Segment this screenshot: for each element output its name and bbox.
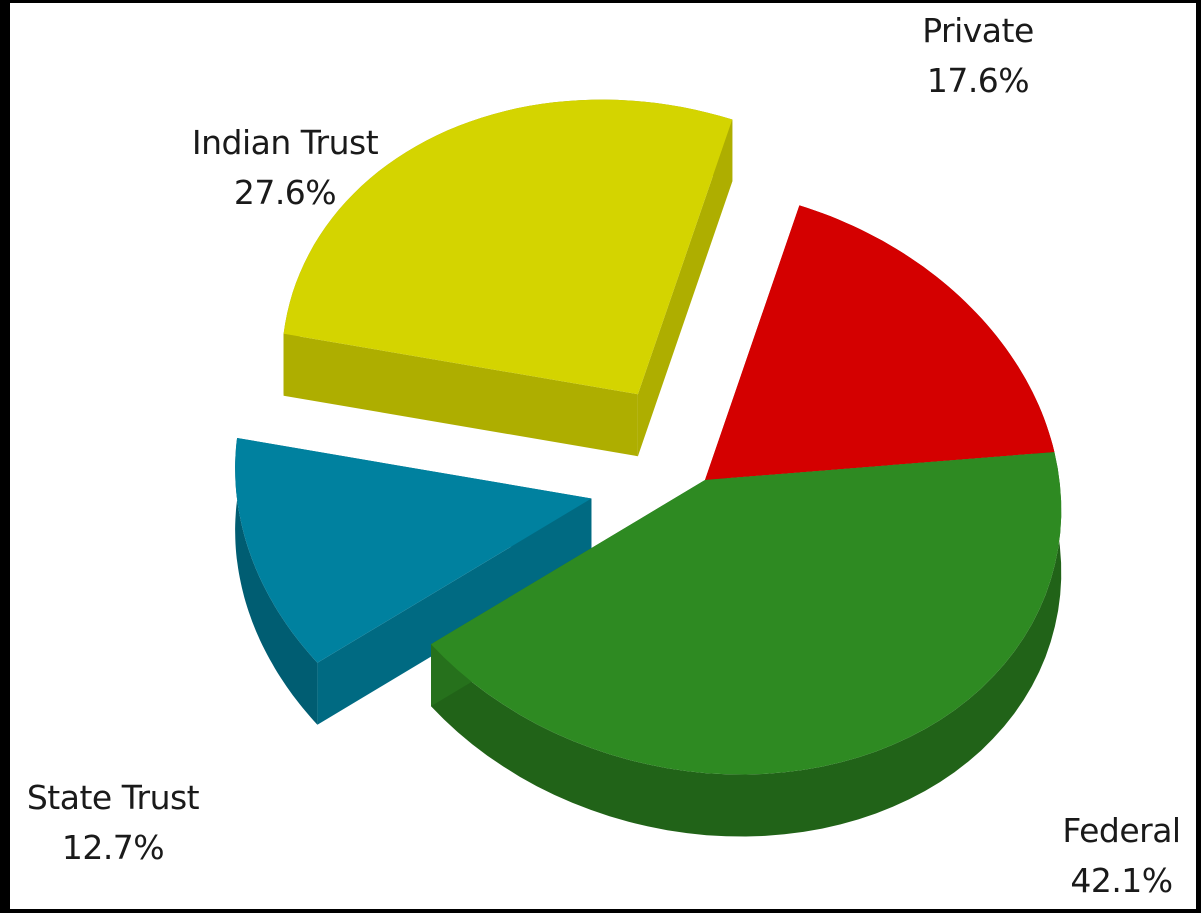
slice-side-state-trust	[235, 438, 318, 725]
slice-label-federal: Federal 42.1%	[1042, 806, 1201, 906]
slice-cut-indian-trust-0	[283, 333, 638, 457]
slice-cut-state-trust-0	[317, 498, 592, 725]
slice-top-state-trust	[235, 438, 592, 663]
slice-label-state-trust: State Trust 12.7%	[0, 773, 226, 873]
slice-top-federal	[431, 452, 1062, 775]
slice-side-federal	[431, 452, 1062, 837]
pie-slice-state-trust	[235, 438, 592, 725]
slice-value-indian-trust: 27.6%	[233, 173, 337, 212]
slice-cut-indian-trust-1	[637, 119, 733, 457]
pie-slice-federal	[431, 452, 1062, 837]
slice-name-private: Private	[922, 11, 1034, 50]
slice-label-indian-trust: Indian Trust 27.6%	[160, 118, 410, 218]
pie-slice-indian-trust	[283, 99, 733, 457]
slice-name-state-trust: State Trust	[26, 778, 200, 817]
slice-value-federal: 42.1%	[1070, 861, 1173, 900]
slice-name-federal: Federal	[1062, 811, 1181, 850]
slice-label-private: Private 17.6%	[893, 6, 1063, 106]
slice-top-private	[705, 205, 1055, 480]
slice-name-indian-trust: Indian Trust	[191, 123, 379, 162]
slice-value-state-trust: 12.7%	[61, 828, 165, 867]
slice-top-indian-trust	[283, 99, 733, 395]
slice-value-private: 17.6%	[926, 61, 1030, 100]
